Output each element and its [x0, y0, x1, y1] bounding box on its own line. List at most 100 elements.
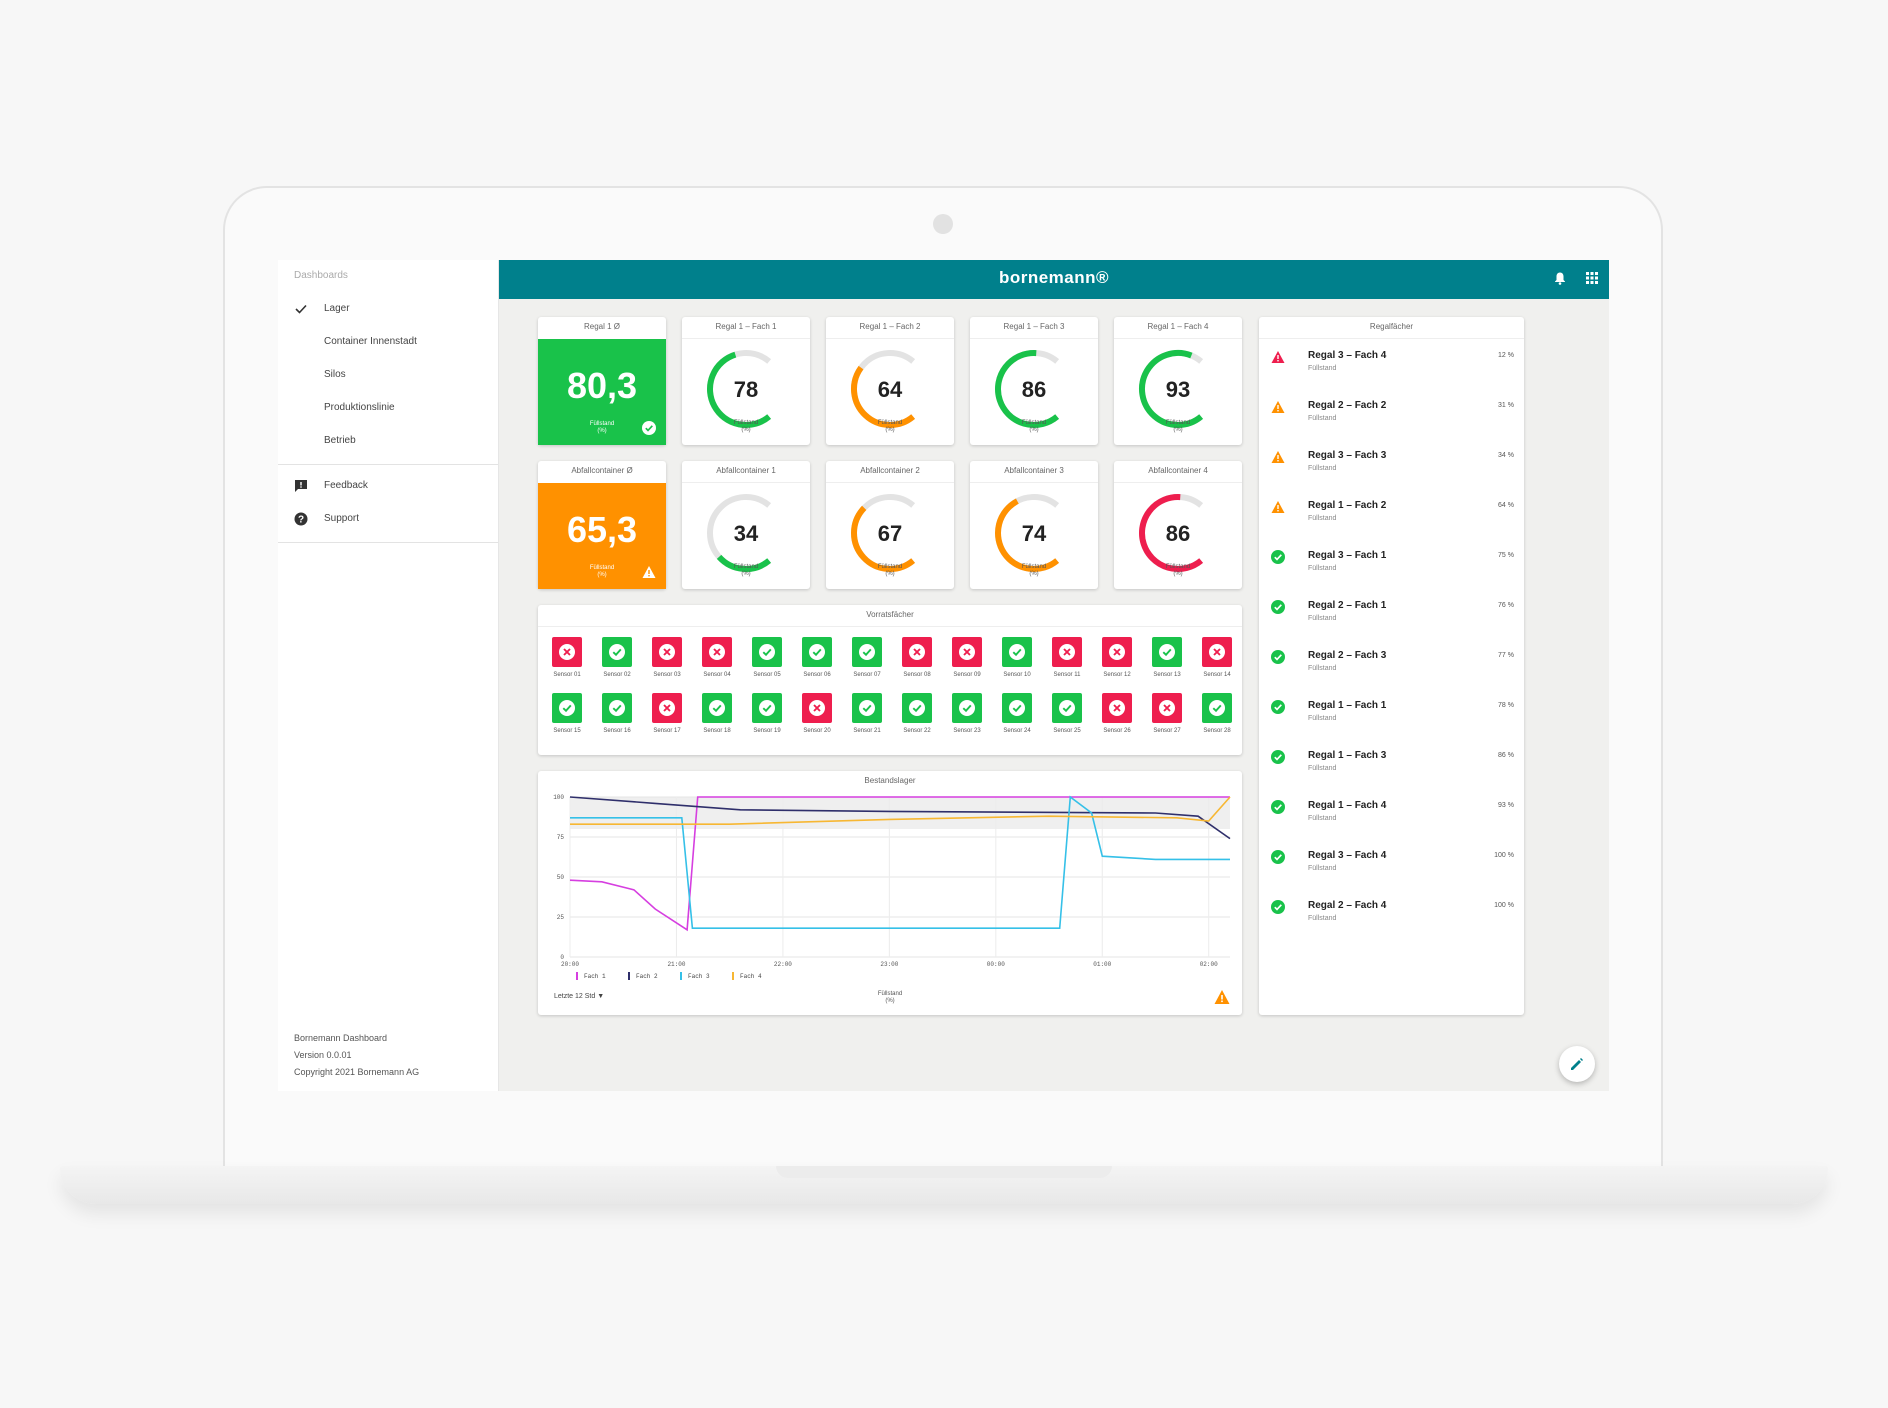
gauge-card[interactable]: Abfallcontainer 1 34 Füllstand (%)	[682, 461, 810, 589]
apps-grid-icon[interactable]	[1584, 271, 1600, 287]
warning-icon	[1271, 350, 1285, 369]
check-circle-icon	[1271, 550, 1285, 569]
label-line2: (%)	[741, 571, 751, 577]
sidebar-item-feedback[interactable]: Feedback	[294, 477, 484, 495]
bell-icon[interactable]	[1552, 271, 1568, 287]
sidebar-item-container-innenstadt[interactable]: Container Innenstadt	[294, 333, 484, 351]
gauge-card[interactable]: Regal 1 – Fach 3 86 Füllstand (%)	[970, 317, 1098, 445]
error-circle-icon	[1159, 700, 1175, 716]
time-range-dropdown[interactable]: Letzte 12 Std ▼	[554, 993, 604, 1000]
gauge-dial	[995, 494, 1060, 572]
gauge-dial	[707, 494, 772, 572]
error-circle-icon	[659, 700, 675, 716]
sensor-tile[interactable]: Sensor 06	[794, 637, 834, 685]
sidebar-divider	[278, 464, 498, 465]
sensor-tile[interactable]: Sensor 12	[1094, 637, 1134, 685]
laptop-base-notch	[776, 1166, 1112, 1178]
sensor-tile[interactable]: Sensor 01	[544, 637, 584, 685]
sensor-tile[interactable]: Sensor 20	[794, 693, 834, 741]
regal-list-item[interactable]: Regal 1 – Fach 2 Füllstand 64 %	[1259, 497, 1524, 545]
regal-list-item[interactable]: Regal 3 – Fach 1 Füllstand 75 %	[1259, 547, 1524, 595]
regal-list-item[interactable]: Regal 1 – Fach 3 Füllstand 86 %	[1259, 747, 1524, 795]
gauge-card[interactable]: Abfallcontainer 4 86 Füllstand (%)	[1114, 461, 1242, 589]
label-line2: (%)	[597, 572, 607, 578]
sensor-tile[interactable]: Sensor 15	[544, 693, 584, 741]
sensor-tile[interactable]: Sensor 10	[994, 637, 1034, 685]
sensor-tile[interactable]: Sensor 21	[844, 693, 884, 741]
sensor-error-box	[552, 637, 582, 667]
sidebar-item-produktionslinie[interactable]: Produktionslinie	[294, 399, 484, 417]
edit-fab-button[interactable]	[1559, 1046, 1595, 1082]
regal-list-item[interactable]: Regal 1 – Fach 1 Füllstand 78 %	[1259, 697, 1524, 745]
sensor-tile[interactable]: Sensor 04	[694, 637, 734, 685]
sensor-tile[interactable]: Sensor 07	[844, 637, 884, 685]
sensor-tile[interactable]: Sensor 17	[644, 693, 684, 741]
sensor-tile[interactable]: Sensor 24	[994, 693, 1034, 741]
gauge-fill	[851, 505, 916, 572]
label-line1: Füllstand	[589, 421, 615, 427]
warning-icon[interactable]	[1214, 989, 1230, 1005]
gauge-card[interactable]: Regal 1 – Fach 1 78 Füllstand (%)	[682, 317, 810, 445]
sidebar-item-silos[interactable]: Silos	[294, 366, 484, 384]
sidebar-item-lager[interactable]: Lager	[294, 300, 484, 318]
sensor-ok-box	[752, 637, 782, 667]
label-line2: (%)	[1173, 571, 1183, 577]
sensor-tile[interactable]: Sensor 25	[1044, 693, 1084, 741]
sensor-tile[interactable]: Sensor 19	[744, 693, 784, 741]
regal-list-item[interactable]: Regal 1 – Fach 4 Füllstand 93 %	[1259, 797, 1524, 845]
x-tick-label: 20:00	[561, 961, 579, 968]
gauge-card[interactable]: Regal 1 – Fach 4 93 Füllstand (%)	[1114, 317, 1242, 445]
sensor-tile[interactable]: Sensor 02	[594, 637, 634, 685]
regal-item-subtitle: Füllstand	[1308, 715, 1337, 722]
summary-card-regal[interactable]: Regal 1 Ø 80,3 Füllstand (%)	[538, 317, 666, 445]
regal-item-subtitle: Füllstand	[1308, 815, 1337, 822]
gauge-card[interactable]: Abfallcontainer 2 67 Füllstand (%)	[826, 461, 954, 589]
sensor-tile[interactable]: Sensor 28	[1194, 693, 1234, 741]
line-chart[interactable]: 0 25 50 75 100 20:00 21:00 22:00 23:00 00:00 01:00…	[538, 771, 1242, 1015]
card-title: Regal 1 – Fach 4	[1147, 322, 1209, 331]
regal-list-item[interactable]: Regal 3 – Fach 4 Füllstand 12 %	[1259, 347, 1524, 395]
regal-list-item[interactable]: Regal 2 – Fach 1 Füllstand 76 %	[1259, 597, 1524, 645]
y-tick-label: 25	[557, 914, 565, 921]
regal-list-item[interactable]: Regal 3 – Fach 4 Füllstand 100 %	[1259, 847, 1524, 895]
regal-item-subtitle: Füllstand	[1308, 865, 1337, 872]
x-tick-label: 21:00	[667, 961, 685, 968]
regal-list-item[interactable]: Regal 2 – Fach 2 Füllstand 31 %	[1259, 397, 1524, 445]
gauge-card[interactable]: Regal 1 – Fach 2 64 Füllstand (%)	[826, 317, 954, 445]
regal-list-item[interactable]: Regal 2 – Fach 3 Füllstand 77 %	[1259, 647, 1524, 695]
sensor-tile[interactable]: Sensor 27	[1144, 693, 1184, 741]
sensor-tile[interactable]: Sensor 26	[1094, 693, 1134, 741]
sensor-tile[interactable]: Sensor 22	[894, 693, 934, 741]
sidebar-item-support[interactable]: ? Support	[294, 510, 484, 528]
sensor-label: Sensor 24	[1003, 728, 1031, 734]
legend-label: Fach 2	[636, 973, 658, 980]
regal-list-item[interactable]: Regal 2 – Fach 4 Füllstand 100 %	[1259, 897, 1524, 945]
sensor-tile[interactable]: Sensor 11	[1044, 637, 1084, 685]
sensor-tile[interactable]: Sensor 09	[944, 637, 984, 685]
sensor-tile[interactable]: Sensor 08	[894, 637, 934, 685]
gauge-fill	[1139, 494, 1204, 572]
sensor-tile[interactable]: Sensor 05	[744, 637, 784, 685]
summary-card-abfallcontainer[interactable]: Abfallcontainer Ø 65,3 Füllstand (%)	[538, 461, 666, 589]
card-divider	[970, 338, 1098, 339]
sensor-label: Sensor 14	[1203, 672, 1231, 678]
x-tick-label: 22:00	[774, 961, 792, 968]
sidebar-item-betrieb[interactable]: Betrieb	[294, 432, 484, 450]
sensor-tile[interactable]: Sensor 18	[694, 693, 734, 741]
gauge-fill	[707, 351, 772, 428]
sensor-label: Sensor 18	[703, 728, 731, 734]
sensor-ok-box	[552, 693, 582, 723]
summary-label: Füllstand (%)	[538, 421, 666, 435]
error-circle-icon	[909, 644, 925, 660]
sensor-tile[interactable]: Sensor 13	[1144, 637, 1184, 685]
sensor-tile[interactable]: Sensor 16	[594, 693, 634, 741]
gauge-card[interactable]: Abfallcontainer 3 74 Füllstand (%)	[970, 461, 1098, 589]
sensor-label: Sensor 01	[553, 672, 581, 678]
sensor-tile[interactable]: Sensor 14	[1194, 637, 1234, 685]
edit-pencil-icon	[1571, 1058, 1583, 1070]
sensor-tile[interactable]: Sensor 23	[944, 693, 984, 741]
sensor-label: Sensor 22	[903, 728, 931, 734]
regal-list-item[interactable]: Regal 3 – Fach 3 Füllstand 34 %	[1259, 447, 1524, 495]
sensor-label: Sensor 16	[603, 728, 631, 734]
sensor-tile[interactable]: Sensor 03	[644, 637, 684, 685]
